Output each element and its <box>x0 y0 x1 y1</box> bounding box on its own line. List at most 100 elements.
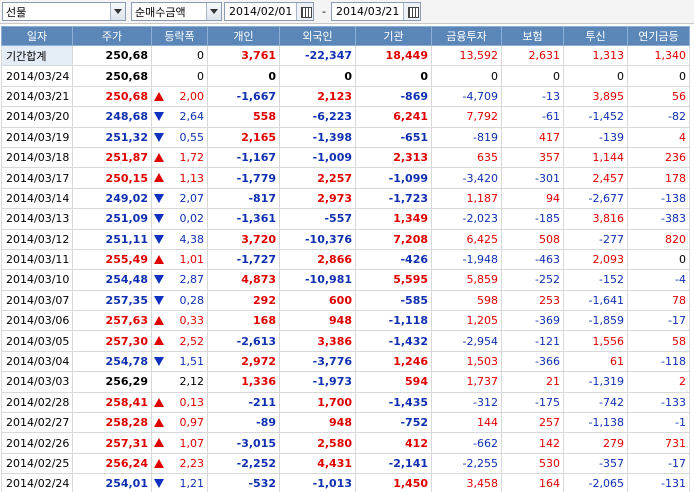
row-fin-invest: 598 <box>431 289 502 312</box>
row-insurance: 21 <box>501 371 564 393</box>
row-institution: 2,313 <box>355 146 432 169</box>
table-row[interactable]: 2014/03/13 251,09 0,02 -1,361 -557 1,349 -2,02… <box>1 208 690 230</box>
header-fin-invest[interactable]: 금융투자 <box>431 26 502 46</box>
row-foreign: -1,009 <box>279 146 356 169</box>
up-triangle-icon <box>154 438 164 448</box>
row-change-value: 2,87 <box>179 273 205 287</box>
row-fin-invest: 1,503 <box>431 350 502 373</box>
row-price: 258,41 <box>72 391 152 414</box>
row-institution: 7,208 <box>355 228 432 250</box>
row-date: 2014/03/13 <box>1 208 73 230</box>
row-insurance: 530 <box>501 452 564 475</box>
chevron-down-icon[interactable] <box>206 3 221 20</box>
table-row[interactable]: 2014/03/14 249,02 2,07 -817 2,973 -1,723 1,187… <box>1 187 690 210</box>
table-row[interactable]: 2014/03/24 250,68 0 0 0 0 0 0 0 0 <box>1 65 690 87</box>
header-pension[interactable]: 연기금등 <box>627 26 690 46</box>
row-foreign: 1,700 <box>279 391 356 414</box>
row-insurance: -463 <box>501 248 564 271</box>
table-row[interactable]: 2014/03/17 250,15 1,13 -1,779 2,257 -1,099 -3,… <box>1 167 690 189</box>
table-row[interactable]: 2014/03/05 257,30 2,52 -2,613 3,386 -1,432 -2,… <box>1 330 690 352</box>
end-date-field[interactable]: 2014/03/21 <box>331 2 421 21</box>
header-change[interactable]: 등락폭 <box>151 26 208 46</box>
row-individual: 0 <box>207 65 280 87</box>
table-row[interactable]: 2014/02/25 256,24 2,23 -2,252 4,431 -2,141 -2,… <box>1 452 690 475</box>
row-price: 250,68 <box>72 85 152 108</box>
table-row[interactable]: 2014/03/04 254,78 1,51 2,972 -3,776 1,246 1,50… <box>1 350 690 373</box>
row-foreign: -1,398 <box>279 126 356 148</box>
row-change: 1,51 <box>151 350 208 373</box>
row-individual: -2,252 <box>207 452 280 475</box>
table-row[interactable]: 2014/03/19 251,32 0,55 2,165 -1,398 -651 -819 4… <box>1 126 690 148</box>
table-row[interactable]: 2014/02/28 258,41 0,13 -211 1,700 -1,435 -312-… <box>1 391 690 414</box>
row-trust: -1,138 <box>563 412 628 434</box>
row-change: 1,13 <box>151 167 208 189</box>
header-trust[interactable]: 투신 <box>563 26 628 46</box>
type-select[interactable]: 순매수금액 <box>131 2 222 21</box>
market-select[interactable]: 선물 <box>2 2 126 21</box>
row-change: 1,01 <box>151 248 208 271</box>
row-date: 2014/02/26 <box>1 432 73 454</box>
chevron-down-icon[interactable] <box>110 3 125 20</box>
row-institution: 1,246 <box>355 350 432 373</box>
up-triangle-icon <box>154 336 164 346</box>
summary-foreign: -22,347 <box>279 44 356 67</box>
row-institution: -1,723 <box>355 187 432 210</box>
row-trust: 0 <box>563 65 628 87</box>
up-triangle-icon <box>154 254 164 264</box>
row-change-value: 2,64 <box>179 110 205 124</box>
header-date[interactable]: 일자 <box>1 26 73 46</box>
row-foreign: 2,123 <box>279 85 356 108</box>
row-date: 2014/03/14 <box>1 187 73 210</box>
row-insurance: 94 <box>501 187 564 210</box>
table-row[interactable]: 2014/03/11 255,49 1,01 -1,727 2,866 -426 -1,94… <box>1 248 690 271</box>
row-fin-invest: 3,458 <box>431 473 502 492</box>
table-row[interactable]: 2014/03/10 254,48 2,87 4,873 -10,981 5,595 5,8… <box>1 269 690 291</box>
row-insurance: 257 <box>501 412 564 434</box>
table-row[interactable]: 2014/03/21 250,68 2,00 -1,667 2,123 -869 -4,70… <box>1 85 690 108</box>
row-institution: -1,432 <box>355 330 432 352</box>
up-triangle-icon <box>154 173 164 183</box>
row-individual: -89 <box>207 412 280 434</box>
row-change-value: 1,07 <box>179 436 205 450</box>
start-date-field[interactable]: 2014/02/01 <box>224 2 314 21</box>
summary-row[interactable]: 기간합계 250,68 0 3,761 -22,347 18,449 13,59… <box>1 44 690 67</box>
header-price[interactable]: 주가 <box>72 26 152 46</box>
table-row[interactable]: 2014/03/18 251,87 1,72 -1,167 -1,009 2,313 635… <box>1 146 690 169</box>
row-change-value: 1,13 <box>179 171 205 185</box>
up-triangle-icon <box>154 316 164 326</box>
calendar-icon[interactable] <box>403 3 420 20</box>
row-price: 254,78 <box>72 350 152 373</box>
row-fin-invest: -819 <box>431 126 502 148</box>
table-row[interactable]: 2014/03/06 257,63 0,33 168 948 -1,118 1,205 -36… <box>1 310 690 332</box>
header-individual[interactable]: 개인 <box>207 26 280 46</box>
header-insurance[interactable]: 보험 <box>501 26 564 46</box>
market-select-value: 선물 <box>6 5 27 19</box>
header-institution[interactable]: 기관 <box>355 26 432 46</box>
row-pension: -133 <box>627 391 690 414</box>
row-foreign: 2,257 <box>279 167 356 189</box>
table-row[interactable]: 2014/02/27 258,28 0,97 -89 948 -752 144 257 -1,1… <box>1 412 690 434</box>
table-row[interactable]: 2014/03/03 256,29 2,12 1,336 -1,973 594 1,737 2… <box>1 371 690 393</box>
row-price: 256,24 <box>72 452 152 475</box>
calendar-icon[interactable] <box>296 3 313 20</box>
table-row[interactable]: 2014/02/26 257,31 1,07 -3,015 2,580 412 -662 14… <box>1 432 690 454</box>
row-insurance: -121 <box>501 330 564 352</box>
table-row[interactable]: 2014/02/24 254,01 1,21 -532 -1,013 1,450 3,458… <box>1 473 690 492</box>
row-pension: 56 <box>627 85 690 108</box>
header-foreign[interactable]: 외국인 <box>279 26 356 46</box>
row-institution: 1,349 <box>355 208 432 230</box>
row-trust: -277 <box>563 228 628 250</box>
table-row[interactable]: 2014/03/07 257,35 0,28 292 600 -585 598 253 -1,6… <box>1 289 690 312</box>
row-change: 2,23 <box>151 452 208 475</box>
row-fin-invest: -2,954 <box>431 330 502 352</box>
row-trust: 2,457 <box>563 167 628 189</box>
summary-trust: 1,313 <box>563 44 628 67</box>
table-row[interactable]: 2014/03/20 248,68 2,64 558 -6,223 6,241 7,792-… <box>1 106 690 128</box>
row-pension: 0 <box>627 248 690 271</box>
row-institution: -1,118 <box>355 310 432 332</box>
row-change: 2,00 <box>151 85 208 108</box>
row-date: 2014/03/10 <box>1 269 73 291</box>
start-date-value: 2014/02/01 <box>229 5 293 18</box>
table-row[interactable]: 2014/03/12 251,11 4,38 3,720 -10,376 7,208 6,4… <box>1 228 690 250</box>
row-individual: -532 <box>207 473 280 492</box>
